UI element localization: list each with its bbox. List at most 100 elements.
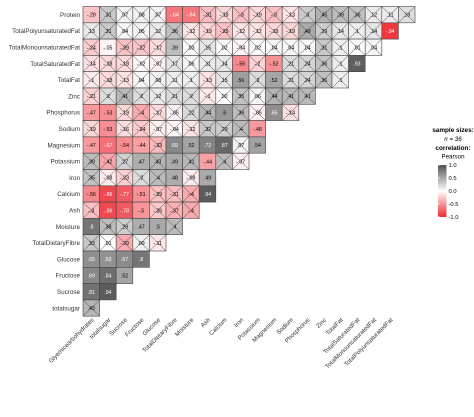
cell-value-label: .2 [106,94,110,100]
row-label: Moisture [56,224,81,231]
cell-value-label: -.28 [87,13,96,19]
cell-value-label: .15 [204,45,211,51]
row-label: Sucrose [57,289,81,296]
heatmap-cell: .2 [182,87,200,105]
heatmap-cell: -.19 [248,6,266,24]
cell-value-label: .41 [121,94,128,100]
row-label: Zinc [68,93,80,100]
cell-value-label: -.77 [120,192,129,198]
cell-value-label: -.78 [120,208,129,214]
heatmap-cell: -.14 [82,55,100,73]
heatmap-cell: -.33 [149,136,167,154]
heatmap-cell: .39 [232,104,250,121]
cell-value-label: .1 [338,45,342,51]
heatmap-cell: -.44 [132,136,150,154]
cell-value-label: .07 [154,13,161,19]
cell-value-label: .03 [187,45,194,51]
heatmap-cell: .2 [248,71,266,89]
cell-value-label: -.4 [188,208,194,214]
heatmap-cell: -.48 [248,120,266,138]
cell-value-label: -.08 [103,176,112,182]
cell-value-label: -.07 [236,159,245,165]
heatmap-cell: .69 [82,266,100,284]
heatmap-cell: -.19 [215,6,233,24]
heatmap-cell: .4 [232,120,250,138]
heatmap-cell: .43 [149,152,167,170]
cell-value-label: -.86 [103,208,112,214]
cell-value-label: -.18 [103,62,112,68]
cell-value-label: -.13 [286,13,295,19]
heatmap-cell: .21 [165,87,183,105]
heatmap-cell: .48 [165,169,183,187]
heatmap-cell: .1 [182,71,200,89]
cell-value-label: .13 [88,29,95,35]
heatmap-cell: .33 [82,234,100,252]
cell-value-label: -.56 [87,192,96,198]
heatmap-cell: -.29 [149,185,167,203]
cell-value-label: .47 [137,159,144,165]
cell-value-label: .65 [88,257,95,263]
cell-value-label: .04 [287,45,294,51]
cell-value-label: .43 [154,159,161,165]
heatmap-cell: .69 [165,136,183,154]
heatmap-cell: -.13 [115,71,134,89]
heatmap-cell: .4 [149,169,167,187]
cell-value-label: -.23 [120,176,129,182]
cell-value-label: .14 [370,29,377,35]
cell-value-label: .65 [270,110,277,116]
legend-correlation-heading: correlation: [435,145,470,152]
cell-value-label: .1 [189,78,193,84]
heatmap-cell: .36 [348,6,366,24]
column-label: Ash [200,317,212,329]
row-label: TotalPolyunsaturatedFat [12,28,80,35]
cell-value-label: -.05 [103,45,112,51]
heatmap-cell: .19 [398,6,416,24]
cell-value-label: .47 [137,225,144,231]
column-label: Moisture [174,316,196,338]
cell-value-label: -.17 [153,45,162,51]
heatmap-cell: .29 [215,120,233,138]
cell-value-label: .87 [220,143,227,149]
cell-value-label: .48 [171,176,178,182]
cell-value-label: -.4 [188,192,194,198]
heatmap-cell: .2 [99,87,117,105]
cell-value-label: .69 [88,273,95,279]
cell-value-label: .36 [353,13,360,19]
heatmap-cell: -.04 [165,120,183,138]
heatmap-cell: .32 [198,120,217,138]
cell-value-label: .35 [88,176,95,182]
cell-value-label: .02 [220,45,227,51]
cell-value-label: .14 [337,29,344,35]
cell-value-label: -.54 [120,143,129,149]
heatmap-cell: .49 [298,22,316,40]
heatmap-cell: .35 [232,87,250,105]
heatmap-cell: .41 [182,152,200,170]
cell-value-label: .29 [320,29,327,35]
cell-value-label: .04 [121,29,128,35]
heatmap-cell: .56 [232,71,250,89]
cell-value-label: .02 [254,45,261,51]
cell-value-label: .35 [237,94,244,100]
cell-value-label: .8 [89,225,93,231]
cell-value-label: -.13 [203,78,212,84]
heatmap-cell: .6 [215,104,233,121]
cell-value-label: .1 [355,29,359,35]
heatmap-cell: .41 [298,87,316,105]
row-label: Potassium [51,159,80,166]
heatmap-cell: -.12 [182,120,200,138]
heatmap-cell: -.53 [99,104,117,121]
heatmap-cell: -.18 [99,55,117,73]
cell-value-label: .3 [305,13,309,19]
cell-value-label: -.31 [203,13,212,19]
heatmap-cell: -.21 [82,87,100,105]
row-label: Iron [69,175,80,182]
heatmap-cell: -.24 [82,38,100,56]
legend-color-bar [438,165,447,217]
heatmap-cell: .1 [331,71,349,89]
heatmap-cell: -.64 [165,6,183,24]
cell-value-label: .69 [171,143,178,149]
heatmap-cell: .39 [82,152,100,170]
legend-tick-label: 0.0 [449,189,457,195]
legend-tick-label: 1.0 [449,163,457,169]
